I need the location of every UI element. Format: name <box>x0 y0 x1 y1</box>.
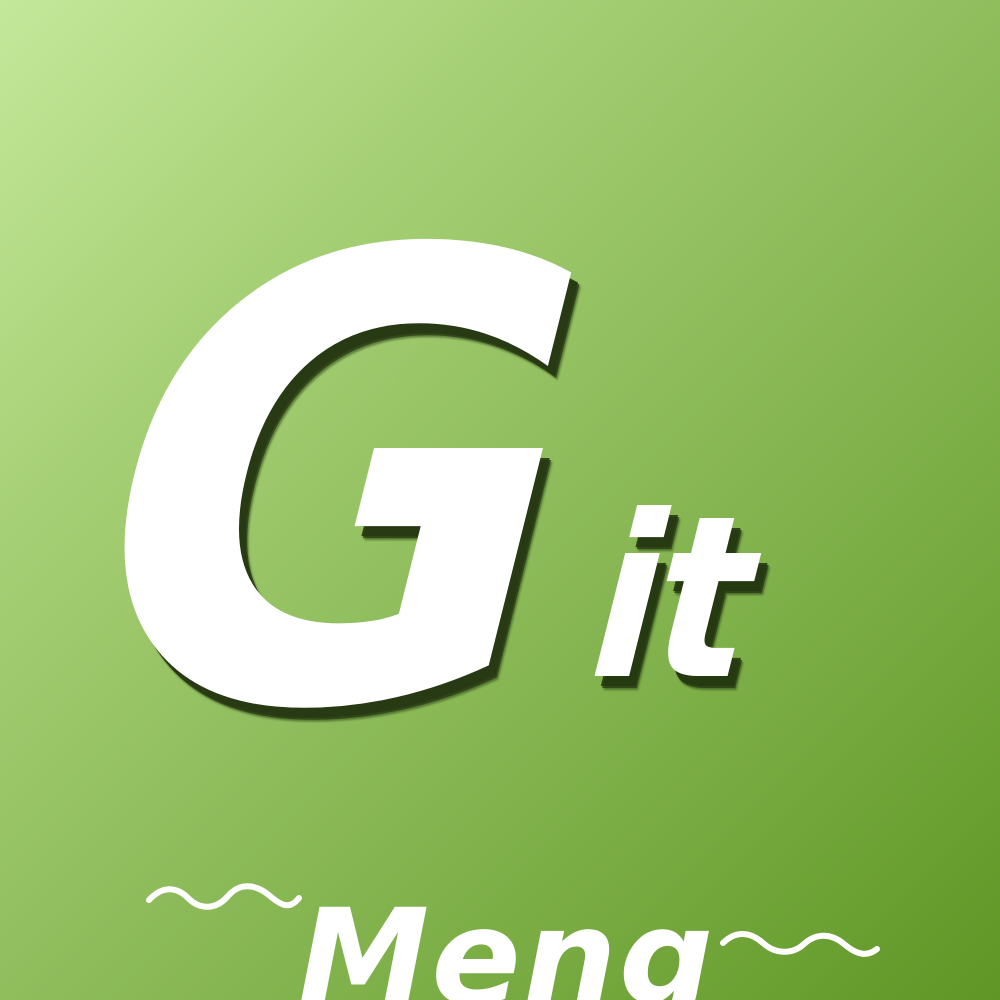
logo-subtitle: Meng <box>298 881 716 1000</box>
logo-suffix: it <box>564 468 782 730</box>
left-wave-icon <box>146 883 302 910</box>
right-wave-icon <box>720 931 880 957</box>
logo-main-letter: G <box>12 125 661 846</box>
